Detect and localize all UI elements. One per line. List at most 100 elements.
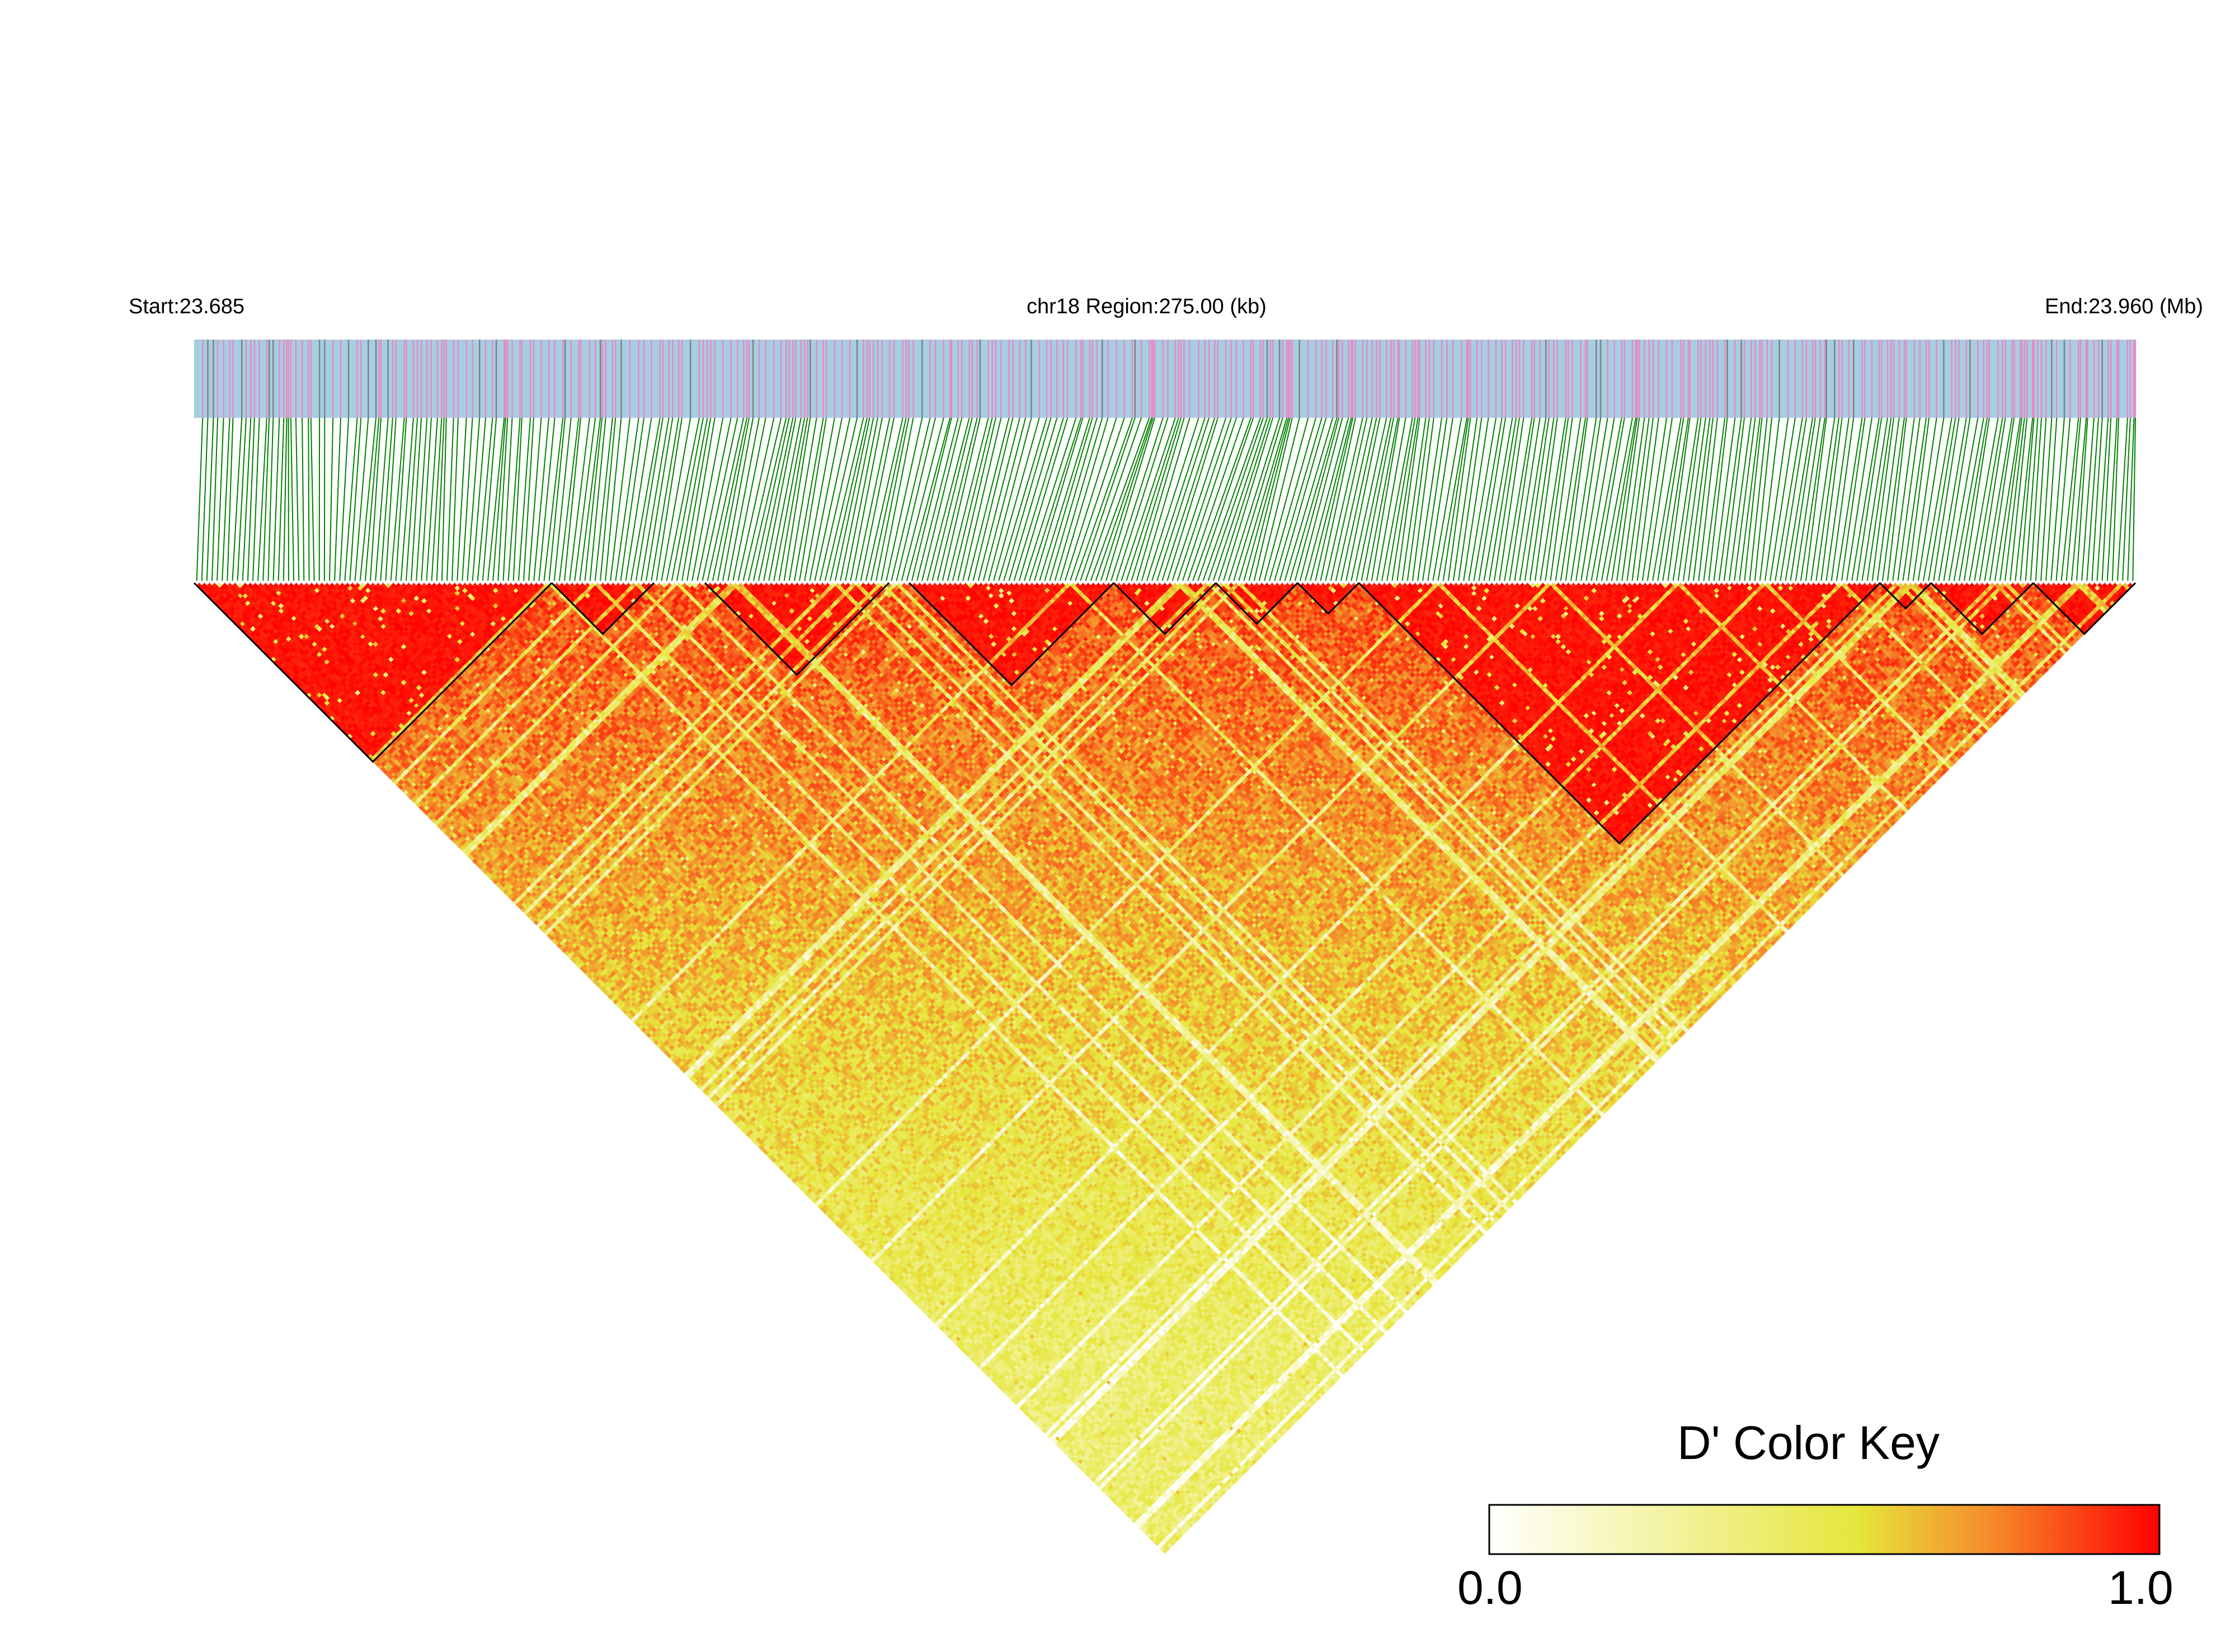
snp-connector [2055, 417, 2071, 581]
snp-connector [1846, 417, 1872, 581]
snp-connector [1325, 417, 1363, 581]
snp-connector [1636, 417, 1659, 581]
snp-connector [1345, 417, 1381, 581]
snp-connector [359, 417, 377, 581]
snp-connector [737, 417, 775, 581]
snp-connector [569, 417, 590, 581]
snp-connector [1677, 417, 1702, 581]
snp-connector [1044, 417, 1093, 581]
snp-connector [1871, 417, 1894, 581]
snp-connector [773, 417, 806, 581]
snp-connector [436, 417, 445, 581]
snp-connector [507, 417, 521, 581]
snp-connector [1693, 417, 1714, 581]
snp-connector [2030, 417, 2042, 581]
snp-connector [1411, 417, 1434, 581]
snp-connector [1509, 417, 1535, 581]
snp-connector [1596, 417, 1625, 581]
snp-connector [1795, 417, 1821, 581]
snp-connector [1999, 417, 2022, 581]
snp-connector [937, 417, 978, 581]
snp-connector [1182, 417, 1237, 581]
snp-connector [574, 417, 596, 581]
snp-connector [1504, 417, 1533, 581]
snp-connector [1111, 417, 1164, 581]
snp-connector [824, 417, 864, 581]
snp-connector [1070, 417, 1125, 581]
snp-connector [1775, 417, 1803, 581]
snp-connector [196, 417, 204, 581]
snp-connector [1938, 417, 1967, 581]
snp-connector [972, 417, 1014, 581]
snp-connector [390, 417, 405, 581]
snp-connector [962, 417, 1002, 581]
snp-connector [370, 417, 382, 581]
snp-connector [1765, 417, 1789, 581]
snp-connector [1601, 417, 1633, 581]
snp-connector [1698, 417, 1718, 581]
snp-connector [349, 417, 362, 581]
snp-connector [1212, 417, 1268, 581]
snp-connector [1519, 417, 1547, 581]
snp-connector [630, 417, 661, 581]
snp-connector [931, 417, 973, 581]
snp-connector [380, 417, 393, 581]
snp-connector [778, 417, 808, 581]
snp-connector [492, 417, 506, 581]
snp-connector [1984, 417, 2013, 581]
snp-connector [1228, 417, 1281, 581]
snp-connector [227, 417, 234, 581]
snp-connector [1478, 417, 1507, 581]
snp-connector [732, 417, 766, 581]
snp-connector [881, 417, 914, 581]
snp-connector [1882, 417, 1905, 581]
snp-connector [1427, 417, 1453, 581]
color-key-bar [1488, 1504, 2161, 1555]
snp-connector [1535, 417, 1558, 581]
snp-connector [538, 417, 556, 581]
snp-connector [957, 417, 996, 581]
snp-connector [1718, 417, 1742, 581]
snp-connector [1979, 417, 2006, 581]
snp-connector [2040, 417, 2053, 581]
snp-connector [201, 417, 209, 581]
snp-connector [850, 417, 883, 581]
snp-connector [416, 417, 428, 581]
snp-connector [1964, 417, 1990, 581]
snp-connector [947, 417, 989, 581]
snp-connector [876, 417, 910, 581]
snp-connector [594, 417, 613, 581]
snp-connector [1253, 417, 1293, 581]
snp-connector [1207, 417, 1264, 581]
snp-connector [517, 417, 531, 581]
snp-connector [1223, 417, 1274, 581]
snp-connector [1770, 417, 1796, 581]
snp-connector [610, 417, 630, 581]
snp-connector [1442, 417, 1469, 581]
snp-connector [523, 417, 534, 581]
snp-connector [896, 417, 936, 581]
snp-connector [707, 417, 745, 581]
snp-connector [477, 417, 493, 581]
snp-connector [926, 417, 970, 581]
snp-connector [564, 417, 581, 581]
snp-connector [1734, 417, 1756, 581]
snp-connector [1447, 417, 1471, 581]
snp-connector [840, 417, 874, 581]
snp-connector [472, 417, 486, 581]
snp-connector [1545, 417, 1569, 581]
snp-connector [1126, 417, 1179, 581]
snp-connector [758, 417, 794, 581]
snp-connector [426, 417, 438, 581]
snp-connector [1197, 417, 1254, 581]
snp-connector [1243, 417, 1290, 581]
snp-connector [794, 417, 824, 581]
snp-connector [211, 417, 219, 581]
snp-connector [1667, 417, 1691, 581]
snp-connector [2035, 417, 2047, 581]
snp-connector [395, 417, 407, 581]
snp-connector [1616, 417, 1640, 581]
snp-connector [1315, 417, 1354, 581]
snp-connector [1897, 417, 1921, 581]
snp-connector [2106, 417, 2118, 581]
